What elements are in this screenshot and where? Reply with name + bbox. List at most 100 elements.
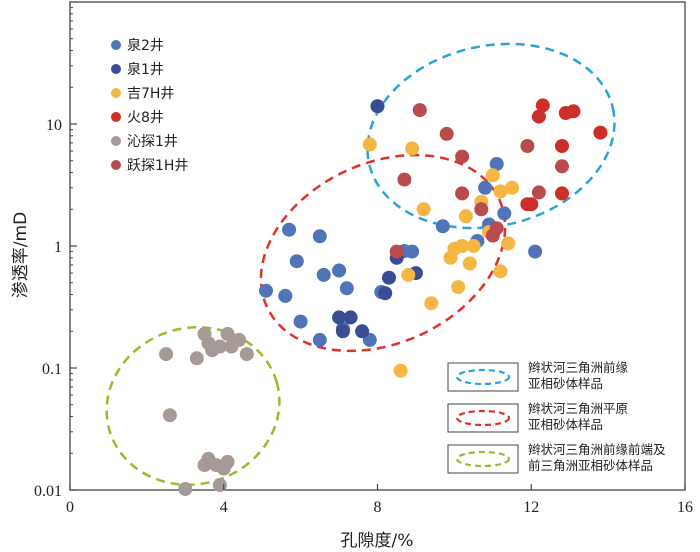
data-point (232, 332, 247, 347)
data-point (332, 310, 347, 325)
data-point (312, 229, 327, 244)
data-point (216, 461, 231, 476)
legend-label: 泉2井 (127, 37, 164, 54)
data-point (439, 126, 454, 141)
y-tick-label: 0.1 (42, 361, 62, 378)
data-point (370, 99, 385, 114)
annotation-front-swatch (455, 368, 511, 386)
data-point (412, 103, 427, 118)
data-point (466, 239, 481, 253)
data-point (316, 267, 331, 282)
legend-marker (111, 136, 121, 146)
y-tick-label: 10 (46, 117, 62, 134)
data-point (462, 256, 477, 271)
plain-facies-ellipse (259, 153, 507, 353)
data-point (493, 264, 508, 279)
data-point (378, 286, 393, 301)
data-point (505, 180, 519, 195)
annotation-legend: 辫状河三角洲前缘 亚相砂体样品 辫状河三角洲平原 亚相砂体样品 辫状河三角洲前缘… (447, 360, 666, 474)
data-point (555, 159, 569, 174)
data-point (489, 157, 504, 171)
annotation-plain-swatch (455, 409, 511, 427)
annotation-prodelta-swatch (455, 450, 511, 468)
data-point (593, 125, 608, 140)
x-axis-title: 孔隙度/% (341, 531, 414, 551)
data-point (535, 98, 550, 113)
data-point (339, 281, 354, 296)
data-point (478, 180, 493, 195)
x-tick-label: 8 (374, 499, 382, 516)
data-point (389, 244, 404, 259)
data-point (343, 310, 358, 325)
x-tick-label: 4 (220, 499, 228, 516)
y-tick-label: 1 (54, 239, 62, 256)
data-point (401, 267, 416, 282)
legend-label: 火8井 (127, 110, 164, 126)
data-point (489, 221, 504, 236)
legend-label: 吉7H井 (127, 86, 174, 102)
data-point (397, 172, 412, 187)
legend-label: 跃探1H井 (127, 158, 188, 174)
data-point (293, 314, 308, 329)
annotation-front: 辫状河三角洲前缘 亚相砂体样品 (447, 360, 629, 392)
legend-label: 泉1井 (127, 61, 164, 78)
data-point (566, 104, 581, 119)
data-point (189, 351, 204, 366)
data-point (335, 324, 350, 339)
legend-marker (111, 64, 121, 74)
data-point (159, 347, 174, 362)
y-axis: 0.01 0.1 1 10 (34, 7, 77, 500)
data-point (239, 347, 254, 362)
legend-label: 沁探1井 (127, 134, 178, 150)
data-point (355, 324, 370, 339)
data-point (178, 482, 193, 496)
legend-marker (111, 88, 121, 98)
data-point (555, 139, 569, 153)
prodelta-facies-ellipse (105, 326, 281, 486)
data-point (528, 244, 543, 259)
y-tick-label: 0.01 (34, 483, 62, 500)
data-point (520, 139, 535, 153)
annotation-prodelta-line-2: 前三角洲亚相砂体样品 (528, 458, 653, 473)
data-point (435, 219, 450, 234)
data-point (162, 408, 177, 423)
data-point (520, 197, 535, 212)
x-tick-label: 0 (66, 499, 74, 516)
annotation-prodelta-line-1: 辫状河三角洲前缘前端及 (528, 442, 666, 457)
annotation-front-line-2: 亚相砂体样品 (528, 376, 603, 391)
data-points (159, 98, 608, 496)
data-point (197, 458, 212, 473)
annotation-plain: 辫状河三角洲平原 亚相砂体样品 (447, 401, 628, 433)
data-point (474, 202, 489, 217)
data-point (212, 478, 227, 492)
legend-marker (111, 40, 121, 50)
data-point (455, 149, 470, 164)
annotation-prodelta: 辫状河三角洲前缘前端及 前三角洲亚相砂体样品 (447, 442, 666, 474)
data-point (458, 209, 473, 224)
data-point (405, 141, 420, 156)
data-point (332, 263, 347, 278)
data-point (405, 244, 420, 259)
data-point (416, 202, 431, 217)
data-point (382, 270, 396, 285)
y-axis-title: 渗透率/mD (11, 212, 31, 298)
data-point (362, 137, 377, 152)
x-tick-label: 16 (677, 499, 693, 516)
data-point (312, 332, 327, 347)
data-point (493, 184, 508, 199)
data-point (447, 241, 462, 256)
data-point (555, 186, 569, 201)
data-point (531, 185, 546, 200)
legend-marker (111, 160, 121, 170)
region-ellipses (105, 42, 616, 486)
data-point (259, 283, 273, 298)
data-point (451, 280, 466, 295)
data-point (497, 206, 512, 221)
annotation-front-line-1: 辫状河三角洲前缘 (528, 360, 629, 375)
x-axis: 0 4 8 12 16 (66, 484, 693, 516)
data-point (393, 363, 408, 378)
annotation-plain-line-2: 亚相砂体样品 (528, 417, 603, 432)
data-point (278, 288, 293, 303)
front-facies-ellipse (366, 42, 616, 230)
